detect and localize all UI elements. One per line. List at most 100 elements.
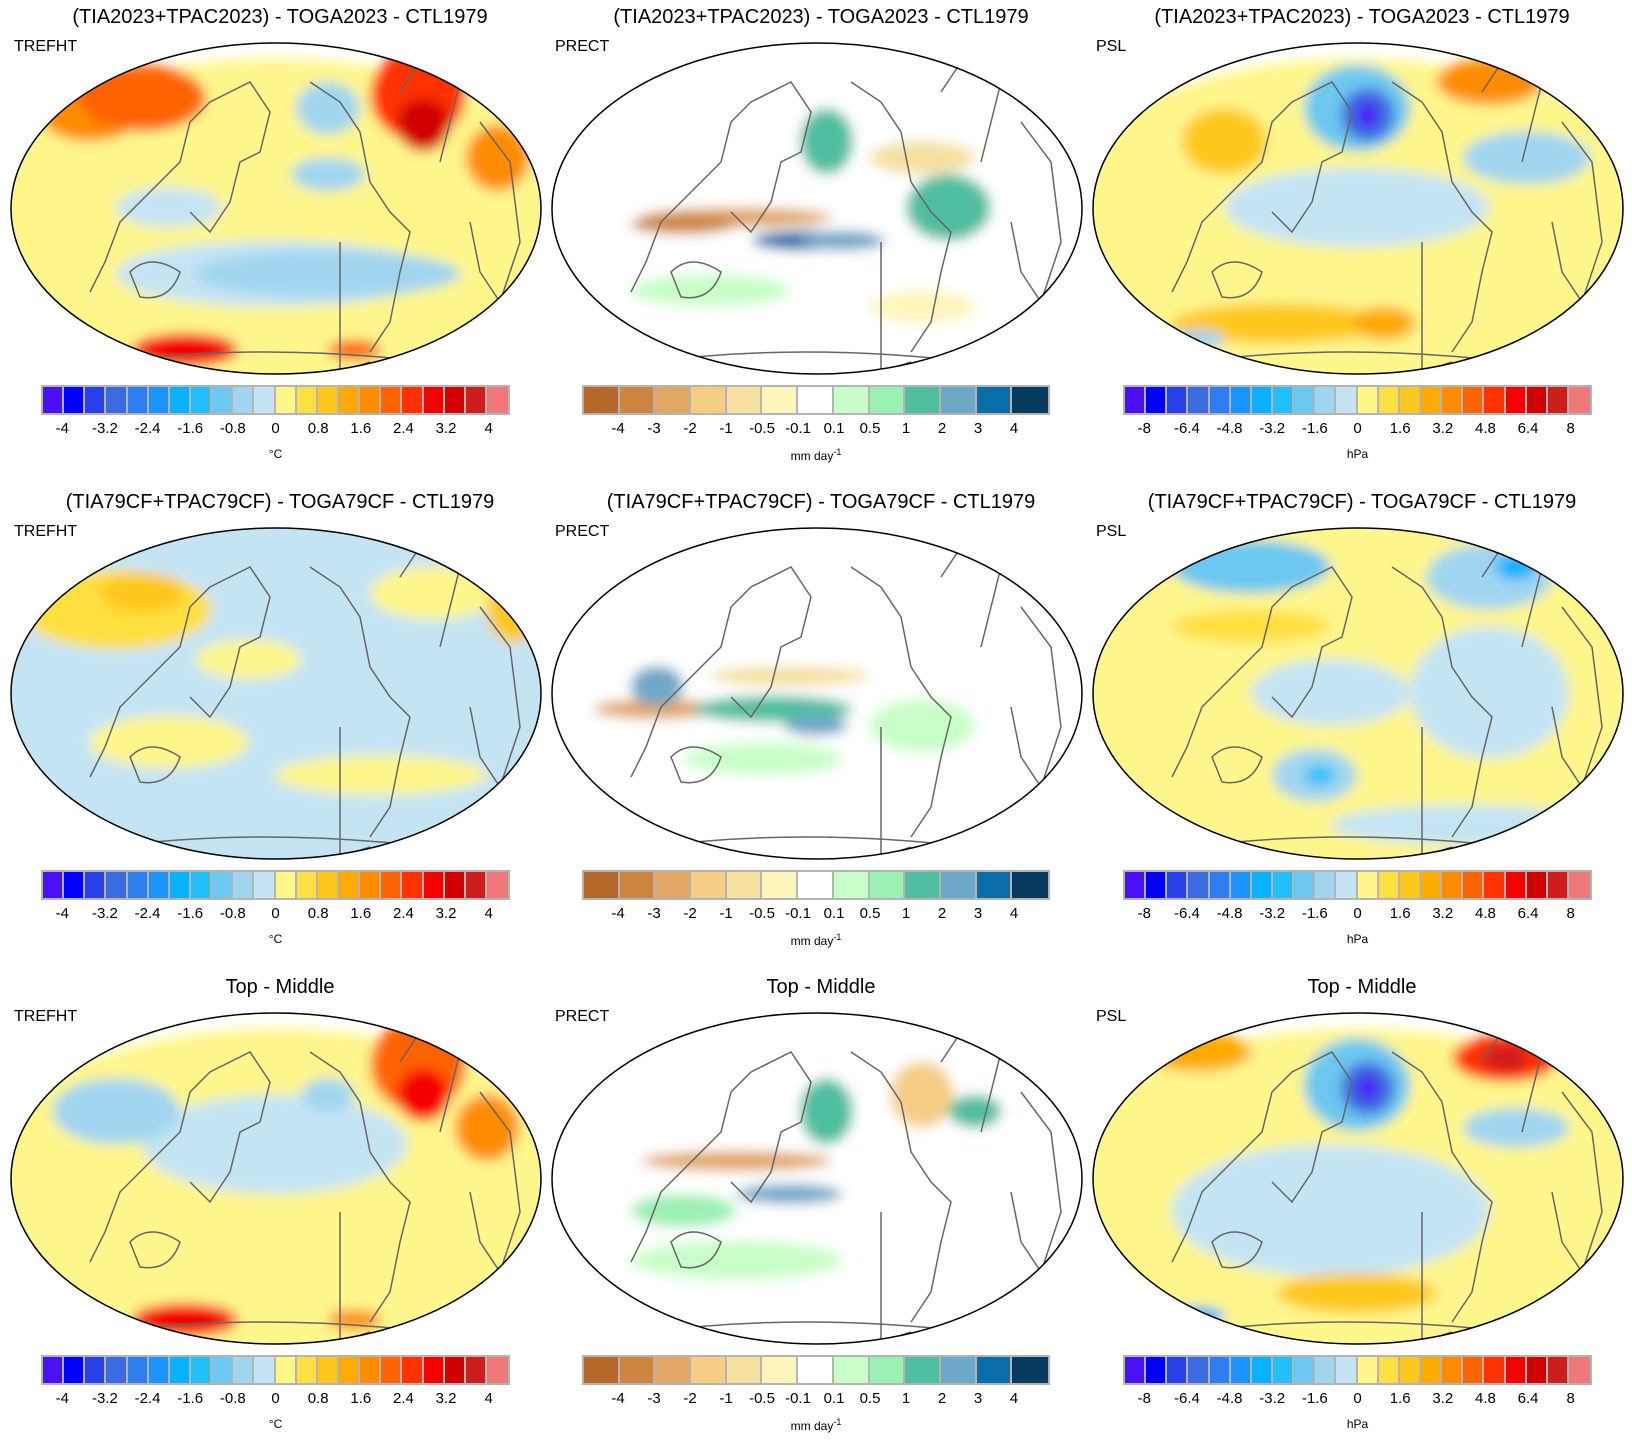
colorbar-swatch bbox=[1484, 387, 1506, 413]
colorbar-swatch bbox=[940, 387, 977, 413]
colorbar-tick-label: -0.5 bbox=[749, 905, 775, 922]
colorbar-tick-label: 0 bbox=[271, 420, 280, 437]
colorbar-tick-label: 0.1 bbox=[823, 905, 845, 922]
panel-prect-row1: (TIA2023+TPAC2023) - TOGA2023 - CTL1979 P… bbox=[551, 0, 1091, 485]
contour-region bbox=[52, 1078, 180, 1145]
colorbar-tick-label: -4 bbox=[55, 420, 69, 437]
colorbar-tick-label: -1 bbox=[719, 1390, 733, 1407]
colorbar-swatch bbox=[833, 387, 870, 413]
colorbar-tick-label: -1 bbox=[719, 420, 733, 437]
colorbar-tick-label: 8 bbox=[1566, 1390, 1575, 1407]
colorbar-tick-label: -4 bbox=[611, 905, 625, 922]
colorbar-units: hPa bbox=[1347, 1417, 1368, 1431]
colorbar-tick-label: 0 bbox=[271, 905, 280, 922]
colorbar bbox=[582, 870, 1050, 900]
colorbar bbox=[41, 1355, 510, 1385]
colorbar-swatch bbox=[1012, 1357, 1048, 1383]
colorbar-swatch bbox=[869, 1357, 906, 1383]
colorbar-swatch bbox=[1272, 387, 1295, 413]
colorbar-swatch bbox=[85, 1357, 107, 1383]
colorbar-tick-label: 2.4 bbox=[392, 905, 414, 922]
colorbar-swatch bbox=[423, 387, 445, 413]
colorbar-tick-label: -0.8 bbox=[219, 420, 246, 437]
colorbar-swatch bbox=[169, 872, 191, 898]
colorbar-tick-label: -2 bbox=[683, 1390, 697, 1407]
colorbar-swatch bbox=[444, 872, 466, 898]
colorbar-tick-label: 4 bbox=[484, 420, 493, 437]
colorbar-swatch bbox=[1399, 1357, 1421, 1383]
colorbar-tick-label: -0.8 bbox=[219, 905, 246, 922]
panel-title: (TIA79CF+TPAC79CF) - TOGA79CF - CTL1979 bbox=[1147, 491, 1577, 513]
colorbar-swatch bbox=[1167, 387, 1189, 413]
colorbar-swatch bbox=[465, 872, 487, 898]
colorbar-swatch bbox=[1294, 387, 1316, 413]
colorbar bbox=[1123, 1355, 1592, 1385]
colorbar-swatch bbox=[85, 387, 107, 413]
variable-label: PRECT bbox=[555, 523, 610, 540]
colorbar-tick-label: 8 bbox=[1566, 905, 1575, 922]
colorbar-swatch bbox=[233, 387, 255, 413]
colorbar-swatch bbox=[127, 387, 149, 413]
colorbar-tick-label: 6.4 bbox=[1517, 1390, 1539, 1407]
colorbar-swatch bbox=[444, 387, 466, 413]
colorbar-tick-label: -3.2 bbox=[92, 1390, 118, 1407]
colorbar-swatch bbox=[1442, 387, 1464, 413]
colorbar-tick-label: -8 bbox=[1137, 905, 1151, 922]
contour-region bbox=[1145, 1031, 1251, 1072]
colorbar-swatch bbox=[1315, 1357, 1337, 1383]
colorbar-tick-label: -6.4 bbox=[1174, 1390, 1200, 1407]
colorbar-tick-label: 0.8 bbox=[307, 420, 329, 437]
colorbar-swatch bbox=[1505, 872, 1527, 898]
contour-region bbox=[1463, 131, 1591, 185]
colorbar-swatch bbox=[584, 872, 620, 898]
map-prect bbox=[551, 527, 1083, 860]
colorbar-swatch bbox=[1209, 872, 1231, 898]
colorbar-tick-label: -8 bbox=[1137, 420, 1151, 437]
colorbar-tick-label: -4.8 bbox=[1216, 1390, 1243, 1407]
contour-region bbox=[131, 1303, 238, 1337]
colorbar-swatch bbox=[1357, 1357, 1379, 1383]
units-exponent: -1 bbox=[833, 447, 842, 457]
colorbar-tick-label: 3.2 bbox=[435, 1390, 457, 1407]
colorbar-swatch bbox=[127, 872, 149, 898]
map-psl bbox=[1092, 527, 1624, 860]
colorbar-units: °C bbox=[269, 1417, 282, 1431]
contour-region bbox=[694, 695, 854, 723]
colorbar-swatch bbox=[486, 872, 509, 898]
colorbar-swatch bbox=[762, 387, 799, 413]
colorbar-swatch bbox=[1146, 1357, 1168, 1383]
colorbar-swatch bbox=[64, 1357, 86, 1383]
colorbar-swatch bbox=[1378, 1357, 1400, 1383]
colorbar-tick-label: -4 bbox=[611, 1390, 625, 1407]
colorbar-swatch bbox=[1251, 1357, 1273, 1383]
colorbar-tick-label: 0.1 bbox=[823, 1390, 845, 1407]
colorbar-tick-label: -1 bbox=[719, 905, 733, 922]
variable-label: PRECT bbox=[555, 38, 610, 55]
contour-region bbox=[131, 333, 238, 367]
colorbar-swatch bbox=[169, 1357, 191, 1383]
colorbar-tick-label: -3.2 bbox=[92, 905, 118, 922]
colorbar-tick-label: 2.4 bbox=[392, 1390, 414, 1407]
colorbar-tick-label: 4 bbox=[1009, 1390, 1019, 1407]
colorbar-swatch bbox=[423, 872, 445, 898]
units-text: mm day bbox=[790, 1419, 834, 1433]
colorbar-swatch bbox=[1505, 1357, 1527, 1383]
colorbar-swatch bbox=[296, 872, 318, 898]
colorbar-swatch bbox=[1209, 1357, 1231, 1383]
colorbar-swatch bbox=[190, 1357, 213, 1383]
colorbar-tick-label: -0.1 bbox=[785, 1390, 811, 1407]
colorbar-tick-label: -6.4 bbox=[1174, 905, 1200, 922]
colorbar-swatch bbox=[691, 387, 727, 413]
contour-region bbox=[630, 1240, 843, 1281]
colorbar-swatch bbox=[43, 387, 65, 413]
colorbar-tick-label: -2.4 bbox=[134, 1390, 161, 1407]
colorbar-swatch bbox=[296, 387, 318, 413]
colorbar-tick-label: 6.4 bbox=[1517, 905, 1539, 922]
colorbar-swatch bbox=[444, 1357, 466, 1383]
colorbar-swatch bbox=[1484, 872, 1506, 898]
colorbar-swatch bbox=[1442, 872, 1464, 898]
colorbar-swatch bbox=[1399, 872, 1421, 898]
units-exponent: -1 bbox=[833, 932, 842, 942]
colorbar-tick-label: 0.1 bbox=[823, 420, 845, 437]
